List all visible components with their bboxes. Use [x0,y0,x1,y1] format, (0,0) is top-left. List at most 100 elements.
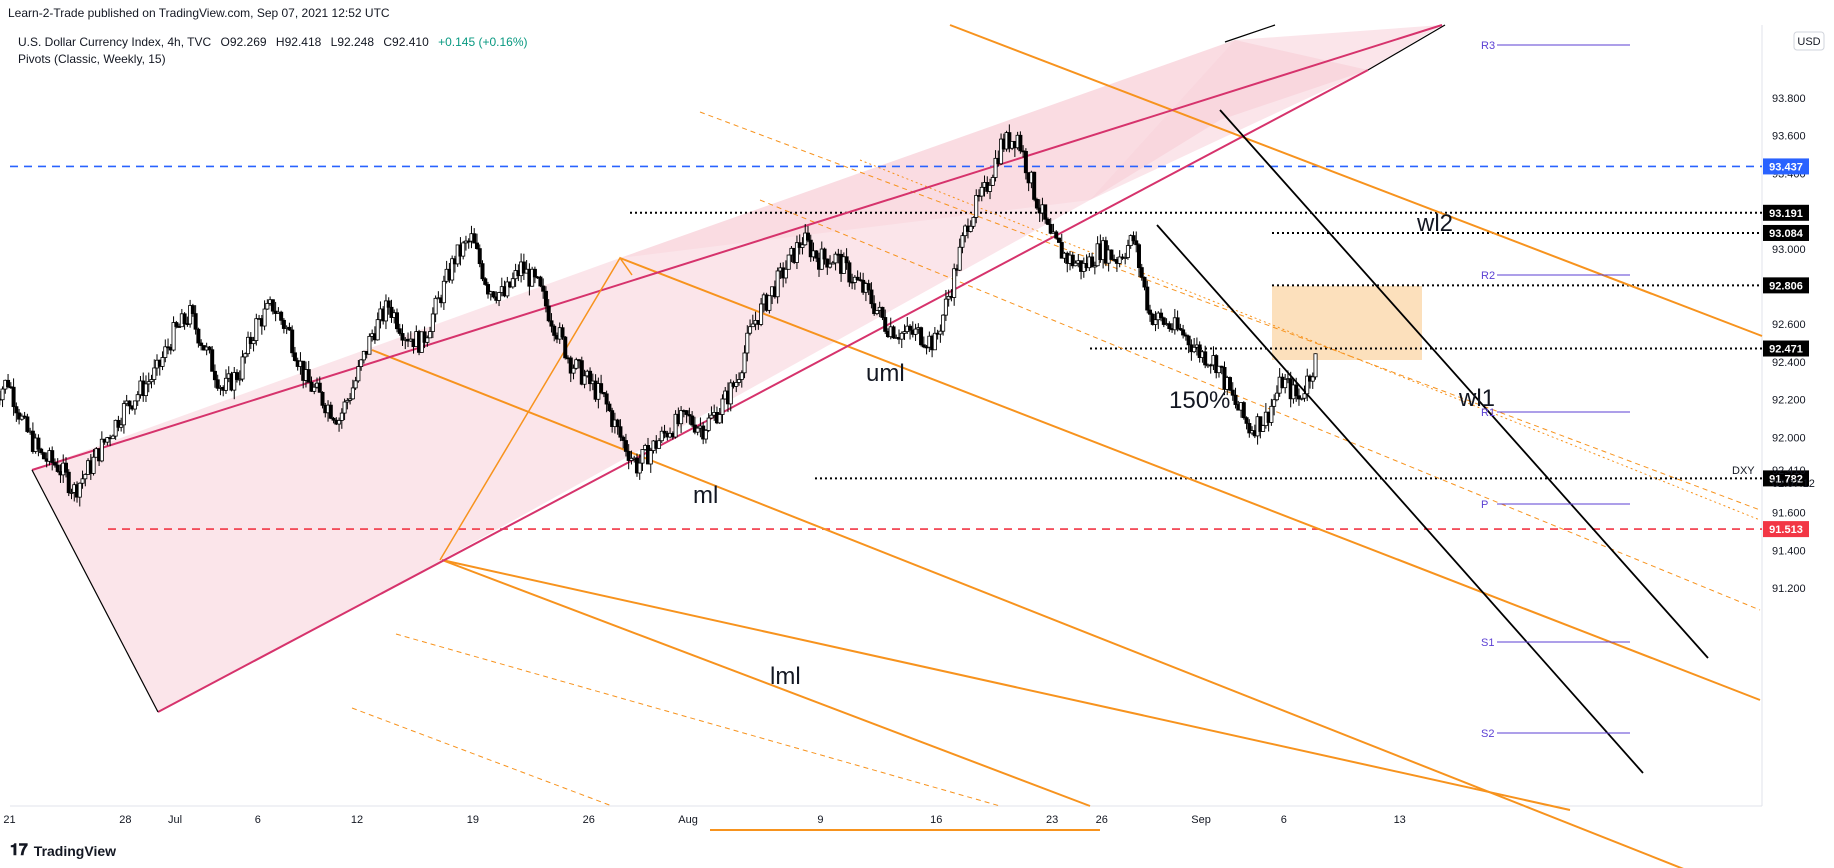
candle-down [599,383,604,393]
candle-down [41,452,46,460]
price-level-badge [1763,277,1809,294]
candle-up [337,420,342,425]
candle-down [6,379,11,388]
candle-down [1159,312,1164,319]
candle-down [618,426,623,438]
candle-down [466,240,471,243]
weekly-pivots: R3 R2 R1 P S1 S2 [1481,40,1630,740]
candle-down [281,319,286,329]
candle-down [483,278,488,285]
x-tick-label: 23 [1046,814,1058,826]
legend-symbol: U.S. Dollar Currency Index, 4h, TVC [18,35,212,49]
horizontal-levels [10,165,1762,530]
price-level-badge-text: 93.437 [1769,161,1803,173]
candle-up [135,394,140,402]
candle-up [461,242,466,257]
currency-button-label: USD [1797,36,1820,48]
candle-down [1203,351,1208,366]
pitchfork-lines [371,24,1763,868]
candle-down [1219,365,1224,368]
candle-up [359,359,364,367]
candle-down [825,258,830,268]
candle-up [974,195,979,218]
tradingview-logo[interactable]: 𝟏𝟕 TradingView [10,842,116,860]
candle-up [734,382,739,387]
currency-button[interactable]: USD [1793,31,1825,51]
candle-up [450,258,455,281]
candle-down [1186,335,1191,346]
candle-up [899,332,904,340]
candle-down [182,313,187,324]
candle-up [1192,346,1197,353]
candle-down [1056,237,1061,243]
candle-down [822,248,827,260]
candle-up [943,298,948,316]
candle-down [400,333,405,341]
candle-down [1109,249,1114,260]
candle-down [1048,223,1053,234]
wedge-upper-fill [620,40,1235,258]
candle-up [739,372,744,380]
candle-down [215,379,220,389]
candle-down [607,403,612,411]
candlesticks [0,124,1318,507]
candle-up [990,177,995,186]
candle-down [552,325,557,336]
candle-down [921,344,926,348]
candle-down [560,327,565,338]
wedge-lower-line [157,69,1369,713]
candle-down [1228,377,1233,391]
price-level-badge [1763,204,1809,221]
candle-down [207,346,212,351]
candle-down [290,329,295,354]
candle-down [116,419,121,428]
candle-down [543,290,548,307]
x-tick-label: Jul [168,814,182,826]
candle-up [1310,376,1315,382]
candle-up [828,263,833,268]
candle-down [1059,242,1064,259]
candle-up [874,310,879,315]
candle-down [532,268,537,278]
candle-down [1043,204,1048,220]
candle-up [833,253,838,264]
candle-up [119,424,124,428]
candle-up [345,399,350,403]
candle-down [1247,422,1252,434]
x-tick-label: 12 [351,814,363,826]
median-line [371,349,1684,868]
candle-down [601,392,606,395]
last-price: 92.410 [1772,465,1806,477]
candle-up [171,322,176,351]
candle-up [913,328,918,335]
candle-up [99,438,104,462]
x-tick-label: 26 [583,814,595,826]
wedge-upper-line [31,24,1443,471]
candle-down [1178,328,1183,331]
candle-up [783,268,788,279]
abc-zigzag [439,256,633,561]
candle-up [367,335,372,355]
candle-up [430,313,435,332]
candle-down [621,436,626,441]
candle-down [1090,256,1095,268]
candle-up [223,377,228,391]
candle-down [1054,231,1059,239]
descending-channel [1156,109,1709,774]
pivot-label: S1 [1481,637,1494,649]
candle-down [546,305,551,322]
candle-down [1244,417,1249,424]
candle-up [932,332,937,351]
candle-up [342,401,347,414]
candle-up [968,225,973,232]
candle-down [11,386,16,408]
price-level-badge-text: 93.191 [1769,208,1803,220]
candle-up [640,449,645,464]
candle-down [866,283,871,291]
legend-high-label: H [276,35,285,49]
candle-down [568,357,573,374]
candle-up [830,262,835,265]
candle-down [36,437,41,450]
candle-down [563,336,568,359]
